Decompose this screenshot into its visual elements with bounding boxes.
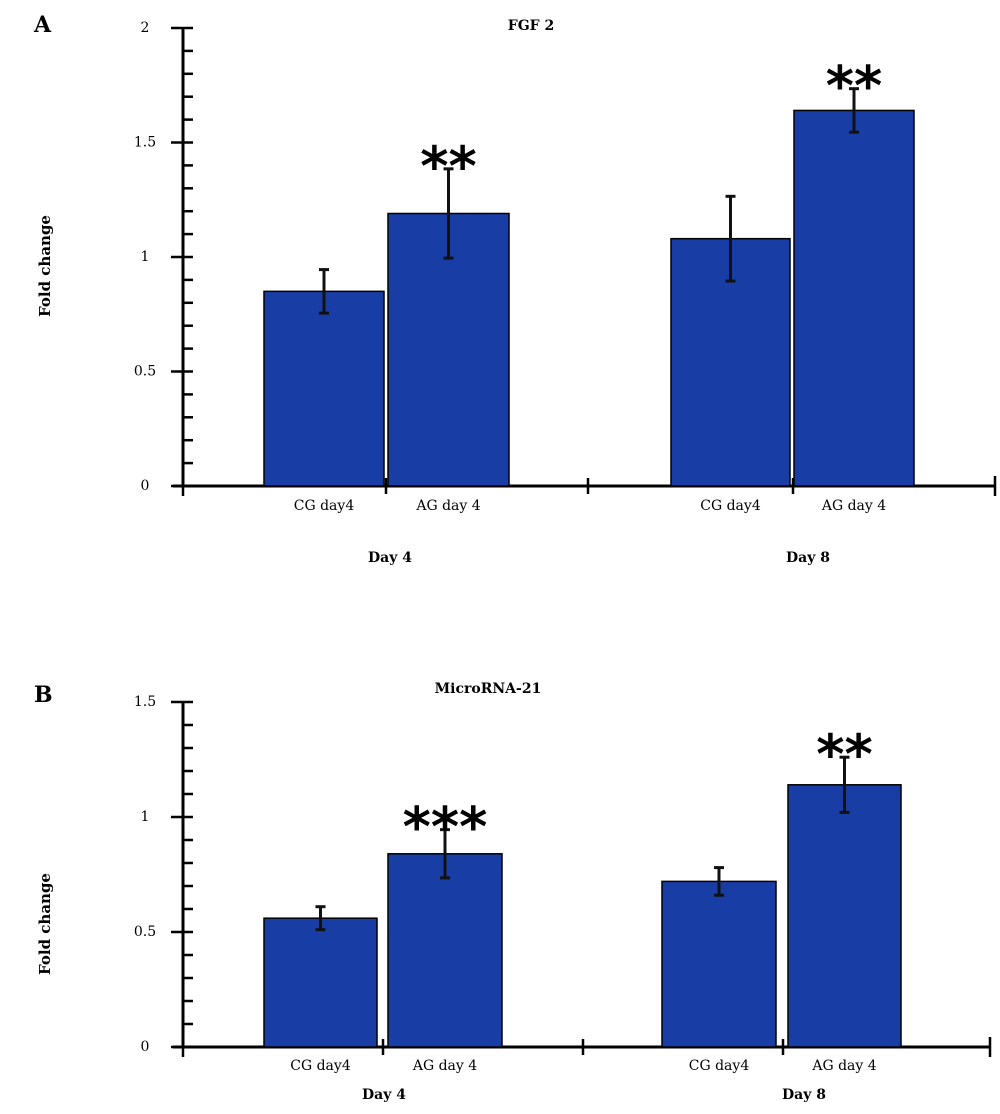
panel-a-category-label: AG day 4 (415, 498, 480, 514)
panel-a-significance-marker: ** (420, 135, 476, 198)
panel-b-bar (661, 880, 777, 1048)
panel-b-letter: B (34, 682, 53, 708)
panel-a-category-label: AG day 4 (821, 498, 886, 514)
panel-a-chart: A FGF 2 Fold change 0 0.5 1 1.5 2 CG day4 ** AG… (33, 12, 997, 566)
panel-a-significance-marker: ** (826, 55, 882, 118)
panel-a-letter: A (33, 12, 52, 38)
panel-b-category-label: CG day4 (290, 1058, 351, 1074)
panel-a-category-label: CG day4 (700, 498, 761, 514)
panel-a-bar (263, 290, 385, 487)
panel-a-title: FGF 2 (508, 18, 554, 34)
panel-a-y-tick-label: 2 (141, 20, 150, 36)
panel-b-y-tick-label: 0 (141, 1039, 150, 1055)
panel-b-title: MicroRNA-21 (435, 681, 542, 697)
panel-b-category-label: AG day 4 (811, 1058, 876, 1074)
panel-b-y-tick-label: 0.5 (134, 924, 156, 940)
panel-b-group-label: Day 8 (782, 1087, 826, 1103)
panel-a-bar (793, 109, 915, 487)
panel-a-y-tick-label: 1.5 (134, 135, 156, 151)
panel-b-significance-marker: ** (816, 723, 872, 786)
panel-a-y-tick-label: 1 (141, 249, 150, 265)
panel-b-ylabel: Fold change (36, 873, 54, 975)
panel-b-y-tick-label: 1 (141, 809, 150, 825)
panel-a-y-tick-label: 0 (141, 478, 150, 494)
panel-b-category-label: AG day 4 (412, 1058, 477, 1074)
panel-b-category-label: CG day4 (689, 1058, 750, 1074)
panel-a-group-label: Day 8 (786, 550, 830, 566)
panel-a-category-label: CG day4 (294, 498, 355, 514)
panel-b-significance-marker: *** (403, 796, 488, 859)
panel-b-group-label: Day 4 (362, 1087, 406, 1103)
panel-b-y-tick-label: 1.5 (134, 694, 156, 710)
panel-a-group-label: Day 4 (368, 550, 412, 566)
panel-a-ylabel: Fold change (36, 215, 54, 317)
panel-b-bar (263, 917, 378, 1048)
panel-b-bar (787, 784, 902, 1048)
panel-b-chart: B MicroRNA-21 Fold change 0 0.5 1 1.5 CG day… (34, 681, 992, 1103)
panel-b-bar (387, 853, 503, 1048)
panel-a-y-tick-label: 0.5 (134, 364, 156, 380)
